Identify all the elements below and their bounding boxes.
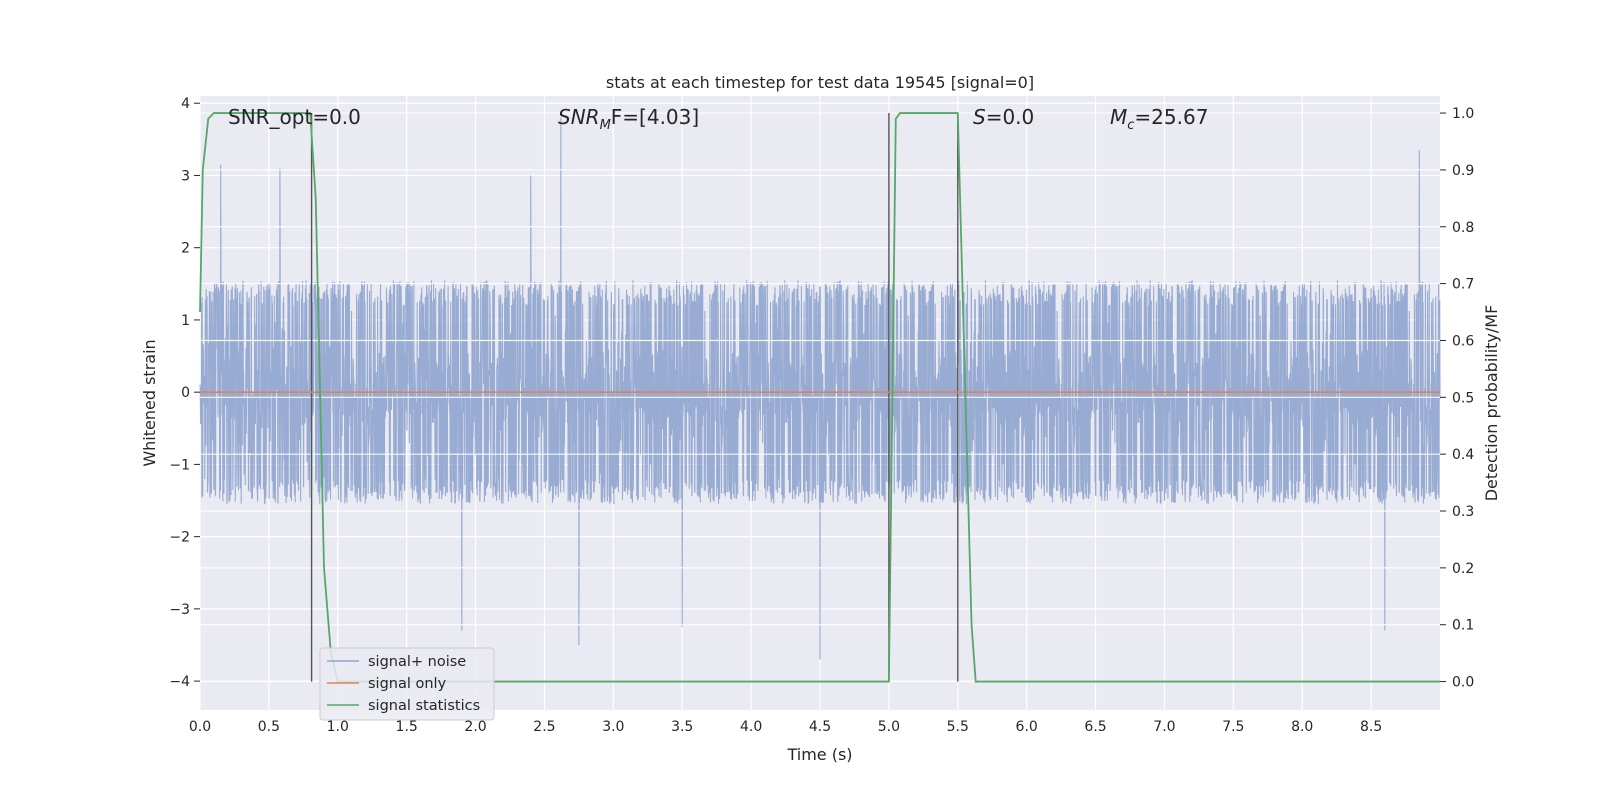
annotation-s: S=0.0 (973, 105, 1034, 129)
snr-mf-rest: F=[4.03] (611, 105, 699, 129)
y2-tick-label: 0.3 (1452, 504, 1474, 520)
vertical-lines (310, 113, 959, 682)
y-tick-label: 0 (181, 385, 190, 401)
y2-tick-label: 0.5 (1452, 390, 1474, 406)
annotation-snr-opt: SNR_opt=0.0 (228, 105, 361, 129)
x-tick-label: 7.5 (1222, 719, 1244, 735)
y-tick-label: −3 (169, 602, 190, 618)
y2-tick-label: 0.9 (1452, 163, 1474, 179)
legend-label-signal-only: signal only (368, 676, 447, 692)
x-tick-label: 6.5 (1084, 719, 1106, 735)
x-tick-label: 1.5 (396, 719, 418, 735)
y-tick-label: −2 (169, 530, 190, 546)
x-tick-label: 7.0 (1153, 719, 1175, 735)
x-axis-label: Time (s) (786, 745, 852, 764)
y-tick-label: 1 (181, 313, 190, 329)
y2-axis-label: Detection probability/MF (1482, 305, 1501, 502)
x-tick-label: 2.0 (464, 719, 486, 735)
mc-main: M (1110, 105, 1127, 129)
s-rest: =0.0 (986, 105, 1035, 129)
y-tick-label: −1 (169, 457, 190, 473)
snr-mf-main: SNR (558, 105, 600, 129)
s-main: S (973, 105, 986, 129)
legend: signal+ noise signal only signal statist… (319, 647, 495, 721)
mc-sub: c (1127, 118, 1134, 133)
x-tick-label: 5.0 (878, 719, 900, 735)
x-tick-label: 0.5 (258, 719, 280, 735)
x-tick-label: 2.5 (533, 719, 555, 735)
x-tick-label: 1.0 (327, 719, 349, 735)
x-tick-label: 0.0 (189, 719, 211, 735)
y2-tick-label: 0.2 (1452, 561, 1474, 577)
series-signal-noise (199, 117, 1441, 660)
x-tick-label: 6.0 (1016, 719, 1038, 735)
y2-tick-label: 0.0 (1452, 675, 1474, 691)
y2-tick-label: 0.8 (1452, 220, 1474, 236)
annotation-mc: Mc=25.67 (1110, 105, 1208, 133)
y-tick-label: −4 (169, 674, 190, 690)
y2-tick-label: 0.4 (1452, 447, 1474, 463)
chart-title: stats at each timestep for test data 195… (606, 73, 1034, 92)
legend-label-signal-noise: signal+ noise (368, 654, 466, 670)
y-axis-label: Whitened strain (140, 339, 159, 466)
x-tick-label: 8.5 (1360, 719, 1382, 735)
x-tick-label: 3.0 (602, 719, 624, 735)
x-tick-label: 5.5 (947, 719, 969, 735)
x-tick-label: 4.0 (740, 719, 762, 735)
x-tick-label: 8.0 (1291, 719, 1313, 735)
legend-box (319, 647, 495, 721)
y-tick-label: 4 (181, 96, 190, 112)
y2-tick-label: 1.0 (1452, 106, 1474, 122)
y2-tick-label: 0.7 (1452, 277, 1474, 293)
y2-tick-label: 0.1 (1452, 618, 1474, 634)
x-tick-label: 3.5 (671, 719, 693, 735)
mc-rest: =25.67 (1134, 105, 1208, 129)
snr-mf-sub: M (600, 118, 611, 133)
y2-tick-label: 0.6 (1452, 333, 1474, 349)
y-tick-label: 3 (181, 168, 190, 184)
x-tick-label: 4.5 (809, 719, 831, 735)
tick-labels: 0.0 0.5 1.0 1.5 2.0 2.5 3.0 3.5 4.0 4.5 5.0 5.5 6.0 6… (169, 96, 1474, 735)
noise-series (199, 117, 1441, 660)
annotation-snr-mf: SNRMF=[4.03] (558, 105, 699, 133)
y-tick-label: 2 (181, 241, 190, 257)
legend-label-signal-statistics: signal statistics (368, 698, 480, 714)
